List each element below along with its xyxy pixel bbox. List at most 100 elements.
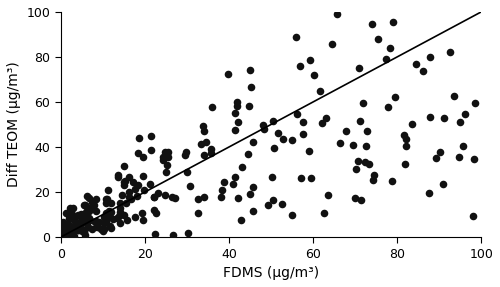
Point bbox=[288, 212, 296, 217]
Point bbox=[106, 224, 114, 228]
Point bbox=[299, 120, 307, 124]
Point bbox=[400, 133, 408, 137]
Point bbox=[164, 150, 172, 154]
Point bbox=[456, 119, 464, 124]
Point bbox=[202, 140, 210, 145]
Point bbox=[71, 213, 79, 218]
Point bbox=[234, 195, 241, 200]
Point bbox=[66, 213, 74, 218]
Point bbox=[270, 119, 278, 124]
Point bbox=[100, 220, 108, 225]
Point bbox=[104, 215, 112, 219]
Point bbox=[57, 221, 65, 226]
Point bbox=[386, 46, 394, 50]
Point bbox=[64, 227, 72, 232]
Point bbox=[83, 193, 91, 198]
Point bbox=[364, 129, 372, 133]
Point bbox=[99, 229, 107, 234]
Point bbox=[64, 224, 72, 229]
Point bbox=[64, 222, 72, 226]
Point bbox=[80, 228, 88, 233]
Point bbox=[106, 215, 114, 220]
Point bbox=[95, 219, 103, 224]
Point bbox=[73, 226, 81, 231]
Point bbox=[68, 233, 76, 238]
Point bbox=[139, 155, 147, 160]
Point bbox=[107, 210, 115, 215]
Point bbox=[238, 165, 246, 170]
Point bbox=[359, 100, 367, 105]
Point bbox=[354, 159, 362, 164]
Point bbox=[105, 209, 113, 213]
Point bbox=[140, 187, 148, 192]
Point bbox=[194, 196, 202, 201]
Point bbox=[127, 197, 135, 202]
Point bbox=[64, 231, 72, 236]
Point bbox=[72, 226, 80, 231]
Point bbox=[65, 216, 73, 221]
Point bbox=[426, 55, 434, 59]
Point bbox=[61, 233, 69, 238]
Point bbox=[162, 170, 170, 174]
Point bbox=[85, 195, 93, 200]
Point bbox=[352, 167, 360, 172]
Point bbox=[305, 149, 313, 153]
Point bbox=[218, 188, 226, 193]
Point bbox=[270, 146, 278, 151]
Point bbox=[78, 218, 86, 222]
Point bbox=[80, 230, 88, 234]
Point bbox=[426, 115, 434, 119]
Point bbox=[391, 95, 399, 99]
Point bbox=[356, 119, 364, 123]
Point bbox=[164, 162, 172, 167]
Point bbox=[82, 214, 90, 219]
Point bbox=[244, 152, 252, 157]
Point bbox=[77, 212, 85, 217]
Point bbox=[248, 209, 256, 214]
Point bbox=[150, 194, 158, 199]
Point bbox=[292, 35, 300, 39]
Point bbox=[64, 224, 72, 229]
Point bbox=[382, 57, 390, 61]
Point bbox=[92, 219, 100, 224]
Point bbox=[72, 226, 80, 230]
Point bbox=[65, 231, 73, 235]
Point bbox=[61, 224, 69, 229]
Point bbox=[68, 206, 76, 211]
Point bbox=[62, 211, 70, 216]
Point bbox=[328, 42, 336, 46]
Point bbox=[258, 122, 266, 127]
Point bbox=[459, 144, 467, 148]
Point bbox=[299, 132, 307, 137]
Point bbox=[246, 85, 254, 90]
Point bbox=[296, 63, 304, 68]
Point bbox=[78, 226, 86, 231]
Point bbox=[161, 193, 169, 198]
Point bbox=[80, 233, 88, 237]
Point bbox=[139, 218, 147, 222]
Point bbox=[84, 208, 92, 213]
Point bbox=[82, 217, 90, 222]
Point bbox=[147, 148, 155, 153]
Point bbox=[65, 234, 73, 238]
Point bbox=[100, 226, 108, 231]
Point bbox=[324, 192, 332, 197]
Point bbox=[80, 219, 88, 224]
Point bbox=[362, 160, 370, 164]
Point bbox=[208, 147, 216, 151]
Point bbox=[68, 226, 76, 231]
Point bbox=[147, 134, 155, 138]
Point bbox=[66, 210, 74, 214]
Point bbox=[126, 190, 134, 194]
Point bbox=[181, 153, 189, 157]
Point bbox=[68, 210, 76, 214]
Point bbox=[74, 228, 82, 232]
Point bbox=[88, 199, 96, 204]
Point bbox=[307, 175, 315, 180]
Point bbox=[246, 192, 254, 197]
Point bbox=[268, 174, 276, 179]
Point bbox=[274, 130, 282, 135]
Point bbox=[154, 191, 162, 195]
Point bbox=[164, 155, 172, 160]
Point bbox=[126, 174, 134, 179]
